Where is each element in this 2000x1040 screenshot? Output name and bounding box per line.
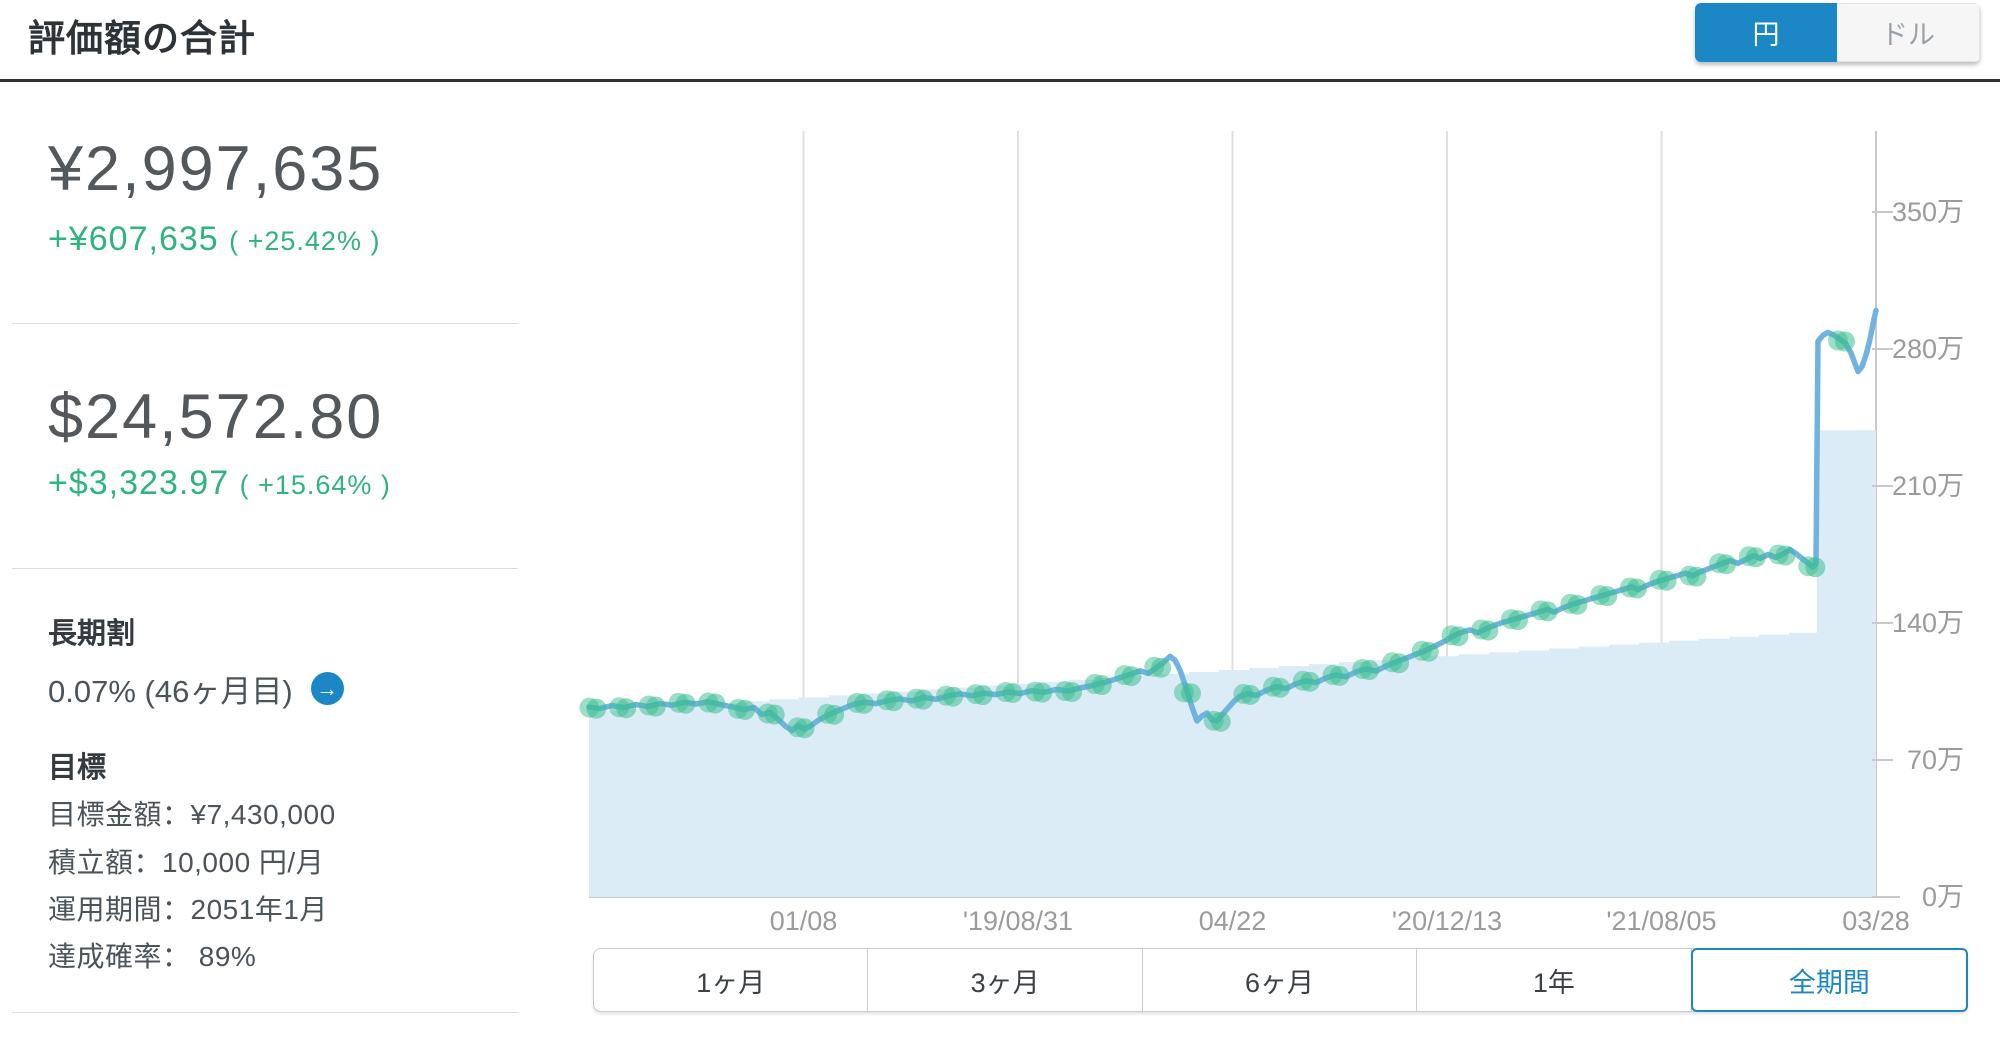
goal-monthly-deposit: 積立額：10,000 円/月 [48, 847, 325, 878]
deposit-marker-dot [853, 693, 874, 714]
y-axis-tick-label: 70万 [1907, 745, 1964, 775]
range-3months-button[interactable]: 3ヶ月 [868, 949, 1143, 1011]
yen-change-amount: +¥607,635 [48, 220, 219, 258]
deposit-marker-dot [1181, 683, 1201, 704]
deposit-marker-dot [824, 704, 845, 725]
usd-change-pct: ( +15.64% ) [239, 470, 391, 500]
deposit-marker-dot [1478, 620, 1499, 641]
goal-target-amount: 目標金額：¥7,430,000 [48, 799, 336, 830]
x-axis-labels: 01/08 '19/08/31 04/22 '20/12/13 '21/08/05 03/… [770, 906, 1910, 936]
divider [12, 323, 518, 324]
deposit-marker-dot [943, 686, 964, 707]
range-1year-button[interactable]: 1年 [1417, 949, 1692, 1011]
y-axis-tick-label: 350万 [1892, 197, 1964, 227]
arrow-right-icon[interactable]: → [310, 672, 344, 705]
y-axis-tick-label: 140万 [1892, 608, 1964, 638]
deposit-marker-dot [1567, 594, 1588, 615]
deposit-marker-dot [675, 693, 696, 714]
x-axis-tick-label: '20/12/13 [1392, 906, 1502, 936]
deposit-marker-dot [1537, 601, 1558, 622]
deposit-marker-dot [1359, 660, 1380, 680]
deposit-marker-dot [1240, 684, 1261, 705]
y-axis-tick-label: 0万 [1922, 882, 1964, 912]
deposit-marker-dot [883, 691, 904, 712]
yen-change-pct: ( +25.42% ) [229, 226, 381, 256]
title-divider [0, 79, 2000, 82]
long-term-discount-heading: 長期割 [48, 618, 136, 650]
deposit-marker-dot [1121, 666, 1142, 687]
deposit-marker-dot [1151, 657, 1172, 678]
deposit-marker-dot [1508, 610, 1528, 631]
usd-total-value: $24,572.80 [48, 382, 384, 452]
x-axis-tick-label: '19/08/31 [963, 906, 1073, 936]
range-6months-button[interactable]: 6ヶ月 [1142, 949, 1418, 1011]
deposit-marker-dot [1418, 641, 1439, 662]
x-axis-tick-label: '21/08/05 [1606, 906, 1716, 936]
y-axis-labels: 350万 280万 210万 140万 70万 0万 [1872, 197, 1964, 912]
deposit-marker-dot [645, 696, 666, 717]
divider [12, 568, 518, 569]
currency-dollar-button[interactable]: ドル [1837, 3, 1980, 62]
deposit-marker-dot [1329, 665, 1350, 686]
deposit-marker-dot [1448, 626, 1469, 647]
x-axis-tick-label: 03/28 [1842, 906, 1910, 936]
goal-heading: 目標 [48, 752, 107, 784]
deposit-marker-dot [1210, 711, 1231, 732]
deposit-marker-dot [1656, 570, 1677, 591]
usd-change-line: +$3,323.97 ( +15.64% ) [48, 464, 391, 503]
deposit-marker-dot [586, 698, 607, 719]
currency-yen-button[interactable]: 円 [1695, 3, 1837, 62]
principal-area [589, 430, 1876, 897]
deposit-marker-dot [1686, 566, 1707, 587]
monthly-deposit-markers [579, 330, 1855, 739]
deposit-marker-dot [972, 685, 993, 706]
page-title: 評価額の合計 [28, 18, 256, 59]
x-axis-tick-label: 01/08 [770, 906, 838, 936]
divider [12, 1012, 518, 1013]
deposit-marker-dot [1002, 683, 1023, 703]
deposit-marker-dot [1270, 677, 1291, 698]
deposit-marker-dot [735, 699, 755, 720]
usd-change-amount: +$3,323.97 [48, 464, 230, 502]
yen-total-value: ¥2,997,635 [48, 134, 384, 204]
currency-toggle: 円 ドル [1695, 3, 1980, 62]
long-term-discount-line: 0.07% (46ヶ月目) → [48, 666, 344, 711]
x-axis-tick-label: 04/22 [1199, 906, 1267, 936]
deposit-marker-dot [1805, 557, 1826, 578]
deposit-marker-dot [913, 689, 934, 710]
deposit-marker-dot [1062, 682, 1082, 702]
range-1month-button[interactable]: 1ヶ月 [594, 949, 869, 1011]
deposit-marker-dot [1299, 671, 1320, 692]
y-axis-tick-label: 280万 [1892, 334, 1964, 364]
deposit-marker-dot [1626, 578, 1647, 599]
goal-investment-period: 運用期間：2051年1月 [48, 894, 328, 925]
deposit-marker-dot [1091, 675, 1112, 695]
deposit-marker-dot [616, 698, 637, 719]
range-selector: 1ヶ月 3ヶ月 6ヶ月 1年 全期間 [593, 948, 1969, 1012]
deposit-marker-dot [1745, 547, 1766, 568]
deposit-marker-dot [1716, 554, 1737, 575]
deposit-marker-dot [1597, 586, 1618, 607]
goal-achievement-probability: 達成確率： 89% [48, 941, 257, 972]
yen-change-line: +¥607,635 ( +25.42% ) [48, 220, 380, 259]
deposit-marker-dot [1775, 545, 1796, 566]
deposit-marker-dot [705, 693, 726, 714]
y-axis-tick-label: 210万 [1892, 471, 1964, 501]
deposit-marker-dot [764, 704, 785, 725]
deposit-marker-dot [1835, 331, 1855, 352]
deposit-marker-dot [1389, 653, 1410, 674]
long-term-discount-value: 0.07% (46ヶ月目) [48, 674, 293, 709]
deposit-marker-dot [794, 718, 815, 739]
range-all-button[interactable]: 全期間 [1690, 948, 1969, 1012]
deposit-marker-dot [1032, 682, 1053, 703]
